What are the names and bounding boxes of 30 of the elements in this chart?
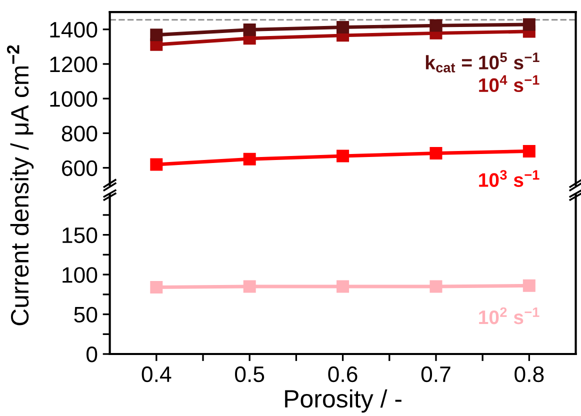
point [522, 18, 536, 31]
y-tick-label: 150 [62, 227, 98, 244]
point [430, 147, 442, 160]
x-axis-title: Porosity / - [285, 389, 402, 413]
x-tick-label: 0.5 [235, 366, 264, 382]
series-label: 10$^{3}$ s$^{−1}$ [479, 170, 540, 187]
point [430, 19, 442, 32]
point [243, 23, 256, 36]
x-tick-label: 0.7 [421, 366, 450, 382]
series-label: 10$^{4}$ s$^{−1}$ [479, 75, 540, 92]
point [150, 158, 163, 171]
x-tick-label: 0.6 [328, 366, 358, 382]
y-axis-title: Current density / μA cm$^{−2}$ [6, 45, 34, 326]
series-label: 10$^{2}$ s$^{−1}$ [479, 307, 540, 324]
y-tick-label: 100 [62, 267, 98, 283]
y-tick-label: 600 [62, 160, 98, 176]
series-label: k$_{cat}$ = 10$^{5}$ s$^{−1}$ [426, 52, 540, 72]
y-tick-label: 1200 [50, 56, 98, 72]
point [522, 144, 536, 158]
y-tick-label: 50 [74, 306, 98, 323]
x-tick-label: 0.8 [514, 366, 544, 382]
y-tick-label: 1000 [50, 91, 98, 107]
y-tick-label: 1400 [50, 22, 98, 38]
point [243, 152, 256, 166]
point [336, 21, 350, 34]
x-tick-label: 0.4 [142, 366, 172, 382]
point [150, 28, 163, 42]
y-tick-label: 0 [86, 346, 98, 362]
y-tick-label: 800 [62, 126, 98, 142]
point [336, 150, 350, 162]
